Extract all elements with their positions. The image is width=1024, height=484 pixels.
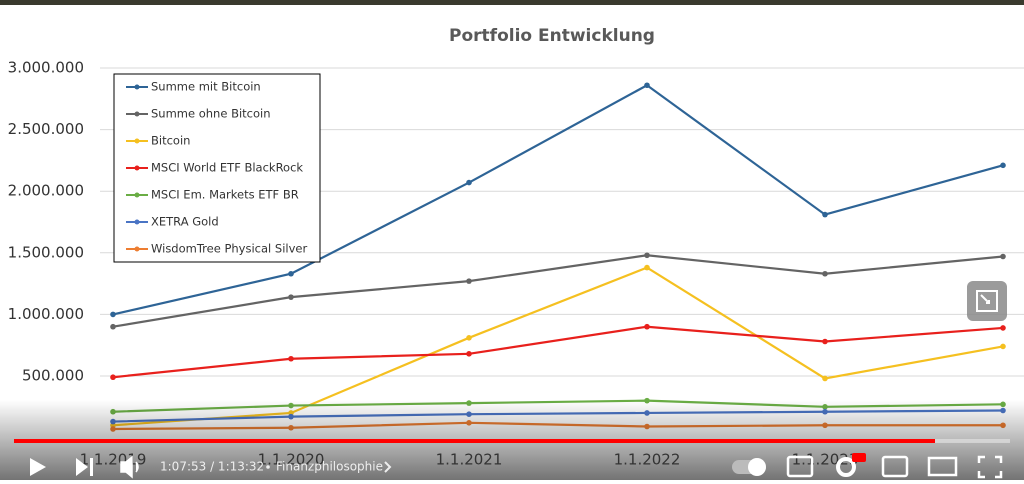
x-tick-label: 1.1.2020 bbox=[258, 451, 325, 469]
series-line bbox=[112, 254, 1004, 328]
data-point bbox=[288, 294, 294, 300]
progress-played bbox=[14, 439, 935, 443]
legend-label: Summe mit Bitcoin bbox=[151, 80, 261, 94]
series-line bbox=[112, 325, 1004, 379]
next-button[interactable] bbox=[76, 458, 93, 476]
autoplay-knob bbox=[748, 458, 766, 476]
series-line bbox=[112, 83, 1004, 316]
data-point bbox=[822, 375, 828, 382]
legend-label: WisdomTree Physical Silver bbox=[151, 242, 307, 256]
fullscreen-button[interactable] bbox=[977, 455, 1003, 479]
data-point bbox=[288, 355, 294, 362]
data-point bbox=[466, 179, 472, 186]
y-tick-label: 2.000.000 bbox=[8, 182, 84, 200]
data-point bbox=[1000, 325, 1006, 331]
top-strip bbox=[0, 0, 1024, 5]
data-point bbox=[288, 270, 294, 277]
legend-entries: Summe mit Bitcoin Summe ohne Bitcoin Bitco… bbox=[126, 80, 307, 256]
y-tick-label: 2.500.000 bbox=[8, 120, 84, 138]
x-labels: 1.1.2019 1.1.2020 1.1.2021 1.1.2022 1.1.2023 bbox=[80, 451, 859, 469]
theater-button[interactable] bbox=[927, 456, 958, 477]
data-point bbox=[110, 374, 116, 381]
data-point bbox=[466, 335, 472, 341]
data-point bbox=[822, 338, 828, 345]
data-point bbox=[466, 278, 472, 284]
volume-button[interactable] bbox=[120, 455, 139, 479]
legend-dot bbox=[134, 219, 140, 225]
legend-dot bbox=[134, 111, 140, 117]
legend-label: Summe ohne Bitcoin bbox=[151, 107, 271, 121]
y-tick-label: 3.000.000 bbox=[8, 59, 84, 77]
y-tick-label: 1.000.000 bbox=[8, 305, 84, 323]
chart-title: Portfolio Entwicklung bbox=[449, 26, 655, 46]
data-point bbox=[822, 270, 828, 277]
hd-badge bbox=[852, 453, 866, 462]
chevron bbox=[384, 461, 392, 473]
legend-dot bbox=[134, 84, 140, 90]
legend-label: MSCI World ETF BlackRock bbox=[151, 161, 303, 175]
subtitles-button[interactable] bbox=[786, 455, 814, 478]
legend-dot bbox=[134, 246, 140, 252]
x-tick-label: 1.1.2023 bbox=[792, 451, 859, 469]
data-point bbox=[644, 323, 650, 330]
legend-label: MSCI Em. Markets ETF BR bbox=[151, 188, 299, 202]
legend-label: Bitcoin bbox=[151, 134, 190, 148]
data-point bbox=[110, 311, 116, 318]
y-tick-label: 500.000 bbox=[22, 367, 84, 385]
data-point bbox=[1000, 343, 1006, 350]
legend-label: XETRA Gold bbox=[151, 215, 219, 229]
y-tick-label: 1.500.000 bbox=[8, 243, 84, 261]
data-point bbox=[466, 351, 472, 357]
data-point bbox=[110, 323, 116, 330]
miniplayer-icon bbox=[976, 290, 998, 312]
legend-dot bbox=[134, 138, 140, 144]
data-point bbox=[1000, 162, 1006, 169]
data-point bbox=[1000, 253, 1006, 260]
separator bbox=[266, 465, 270, 469]
legend bbox=[113, 73, 321, 263]
legend-dot bbox=[134, 165, 140, 171]
data-point bbox=[822, 211, 828, 218]
legend-dot bbox=[134, 192, 140, 198]
data-point bbox=[644, 264, 650, 271]
play-button[interactable] bbox=[30, 458, 46, 476]
channel-link[interactable]: Finanzphilosophie bbox=[276, 460, 383, 474]
x-tick-label: 1.1.2021 bbox=[436, 451, 503, 469]
time: 1:07:53 / 1:13:32 bbox=[160, 460, 264, 474]
data-point bbox=[644, 82, 650, 89]
settings-button[interactable] bbox=[836, 457, 856, 477]
miniplayer-control[interactable] bbox=[881, 455, 909, 478]
data-point bbox=[644, 252, 650, 259]
x-tick-label: 1.1.2022 bbox=[614, 451, 681, 469]
